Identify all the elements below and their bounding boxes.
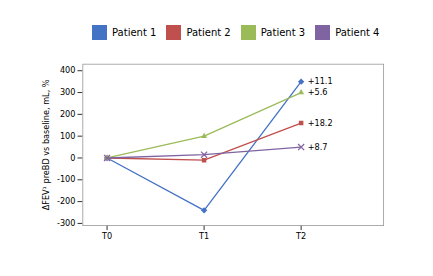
svg-text:+11.1: +11.1 (308, 76, 333, 86)
svg-text:-300: -300 (57, 218, 75, 228)
svg-text:T2: T2 (295, 231, 306, 241)
svg-text:0: 0 (70, 153, 75, 163)
html-text:Patient 4: Patient 4 (335, 27, 380, 38)
svg-text:ΔFEV¹ preBD vs baseline, mL, %: ΔFEV¹ preBD vs baseline, mL, % (41, 79, 51, 210)
html-text:Patient 3: Patient 3 (260, 27, 306, 38)
svg-text:T1: T1 (198, 231, 209, 241)
svg-text:100: 100 (60, 131, 76, 141)
svg-text:+8.7: +8.7 (308, 142, 328, 152)
svg-text:-200: -200 (57, 196, 75, 206)
svg-text:T0: T0 (101, 231, 112, 241)
svg-text:400: 400 (60, 65, 76, 75)
svg-text:+5.6: +5.6 (308, 87, 328, 97)
svg-text:300: 300 (60, 87, 76, 97)
svg-text:200: 200 (60, 109, 76, 119)
svg-text:-100: -100 (57, 174, 75, 184)
html-text:Patient 1: Patient 1 (112, 27, 157, 38)
html-text:Patient 2: Patient 2 (186, 27, 231, 38)
svg-text:+18.2: +18.2 (308, 118, 333, 128)
